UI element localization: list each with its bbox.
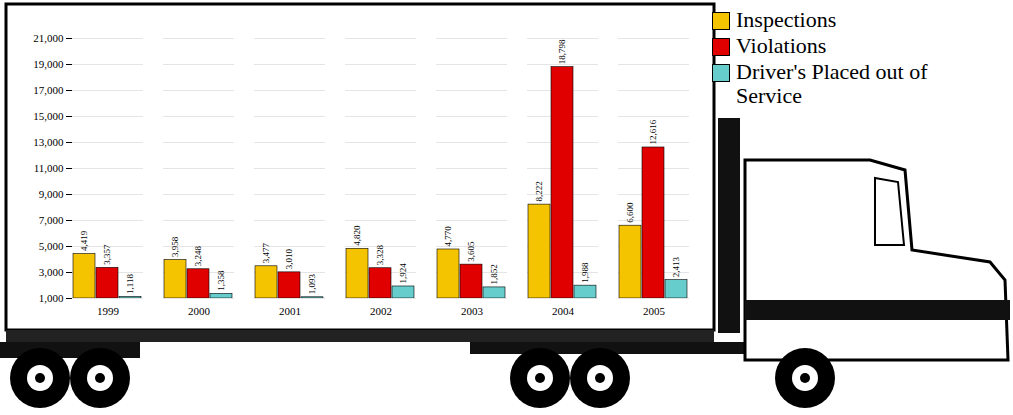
svg-text:5,000: 5,000 (39, 240, 64, 252)
svg-text:9,000: 9,000 (39, 188, 64, 200)
svg-text:2001: 2001 (279, 305, 301, 317)
svg-text:2003: 2003 (461, 305, 484, 317)
svg-text:3,010: 3,010 (284, 249, 294, 270)
html-text:Inspections: Inspections (736, 7, 837, 32)
svg-text:3,605: 3,605 (466, 241, 476, 262)
svg-text:18,798: 18,798 (557, 39, 567, 64)
html-text:Violations: Violations (736, 33, 827, 58)
svg-text:13,000: 13,000 (33, 136, 64, 148)
svg-text:2,413: 2,413 (671, 256, 681, 277)
svg-text:2005: 2005 (643, 305, 666, 317)
svg-text:3,248: 3,248 (193, 246, 203, 267)
svg-text:12,616: 12,616 (648, 119, 658, 144)
svg-text:2004: 2004 (552, 305, 575, 317)
svg-text:6,600: 6,600 (625, 202, 635, 223)
svg-text:2000: 2000 (188, 305, 211, 317)
svg-text:15,000: 15,000 (33, 110, 64, 122)
svg-text:1,358: 1,358 (216, 270, 226, 291)
svg-text:11,000: 11,000 (34, 162, 64, 174)
svg-text:1,852: 1,852 (489, 264, 499, 284)
svg-text:3,357: 3,357 (102, 244, 112, 265)
svg-text:3,328: 3,328 (375, 244, 385, 265)
svg-text:4,820: 4,820 (352, 225, 362, 246)
svg-text:7,000: 7,000 (39, 214, 64, 226)
svg-text:8,222: 8,222 (534, 181, 544, 201)
svg-text:1,924: 1,924 (398, 263, 408, 284)
svg-text:2002: 2002 (370, 305, 392, 317)
svg-text:1999: 1999 (97, 305, 120, 317)
svg-text:1,988: 1,988 (580, 262, 590, 283)
svg-text:1,093: 1,093 (307, 274, 317, 295)
svg-text:4,419: 4,419 (79, 230, 89, 251)
svg-text:21,000: 21,000 (33, 32, 64, 44)
svg-text:3,000: 3,000 (39, 266, 64, 278)
svg-text:19,000: 19,000 (33, 58, 64, 70)
html-text:Driver's Placed out of Service: Driver's Placed out of Service (736, 59, 928, 108)
svg-text:3,477: 3,477 (261, 243, 271, 264)
svg-text:1,118: 1,118 (125, 274, 135, 294)
svg-text:17,000: 17,000 (33, 84, 64, 96)
svg-text:3,958: 3,958 (170, 236, 180, 257)
svg-text:4,770: 4,770 (443, 226, 453, 247)
svg-text:1,000: 1,000 (39, 292, 64, 304)
